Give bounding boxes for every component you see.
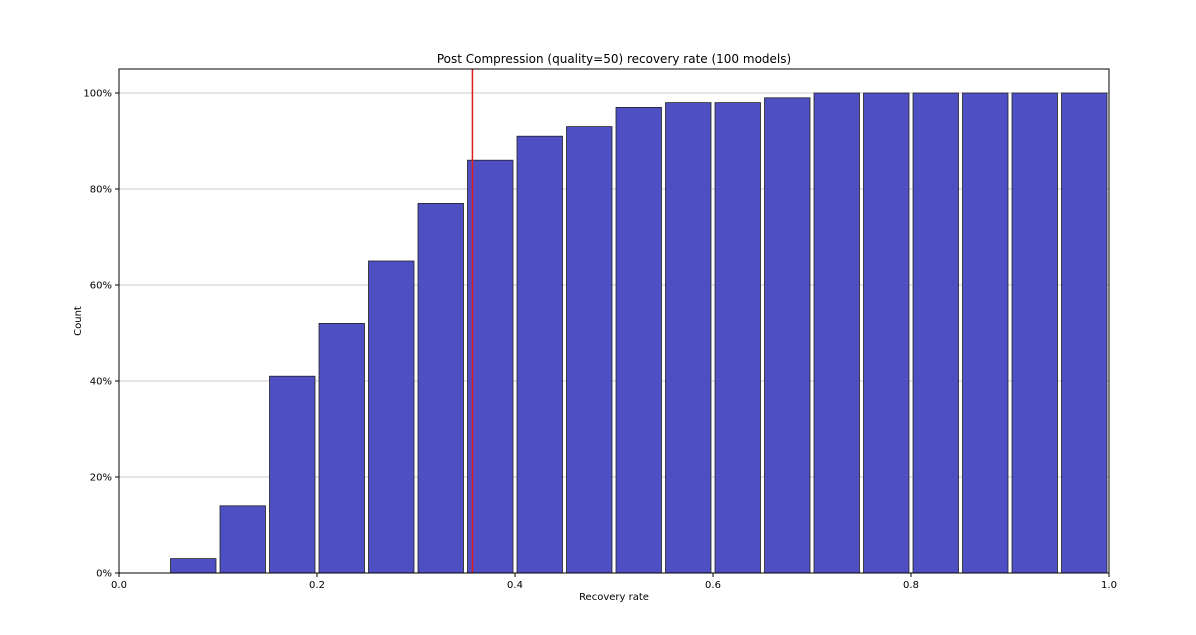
x-axis-label: Recovery rate: [579, 592, 649, 603]
bar-6: [467, 159, 514, 574]
bar-1: [219, 505, 266, 574]
bar-8: [566, 126, 613, 574]
bar-9: [615, 107, 662, 574]
bar-2: [269, 375, 316, 574]
y-tick-label-4: 80%: [90, 185, 112, 196]
bars: [170, 92, 1108, 574]
bar-11: [714, 102, 761, 574]
bar-13: [813, 92, 860, 574]
grid-lines: [119, 92, 1109, 478]
x-axis-ticks: 0.0 0.2 0.4 0.6 0.8 1.0: [111, 573, 1117, 591]
x-tick-label-5: 1.0: [1101, 580, 1117, 591]
bar-14: [863, 92, 910, 574]
bar-16: [962, 92, 1009, 574]
y-tick-label-0: 0%: [96, 569, 112, 580]
bar-4: [368, 260, 415, 574]
x-tick-label-1: 0.2: [309, 580, 325, 591]
bar-18: [1061, 92, 1108, 574]
plot-frame: [118, 68, 1110, 574]
y-tick-label-5: 100%: [83, 89, 112, 100]
bar-17: [1011, 92, 1058, 574]
y-tick-label-1: 20%: [90, 473, 112, 484]
y-tick-label-2: 40%: [90, 377, 112, 388]
bar-10: [665, 102, 712, 574]
bar-7: [516, 135, 563, 574]
bar-5: [417, 202, 464, 574]
x-tick-label-2: 0.4: [507, 580, 523, 591]
x-tick-label-3: 0.6: [705, 580, 721, 591]
bar-12: [764, 97, 811, 574]
x-tick-label-0: 0.0: [111, 580, 127, 591]
chart-title: Post Compression (quality=50) recovery r…: [437, 52, 791, 66]
y-axis-label: Count: [73, 306, 84, 336]
bar-15: [912, 92, 959, 574]
bar-0: [170, 558, 217, 574]
x-tick-label-4: 0.8: [903, 580, 919, 591]
bar-3: [318, 322, 365, 574]
y-tick-label-3: 60%: [90, 281, 112, 292]
y-axis-ticks: 0% 20% 40% 60% 80% 100%: [83, 89, 119, 580]
